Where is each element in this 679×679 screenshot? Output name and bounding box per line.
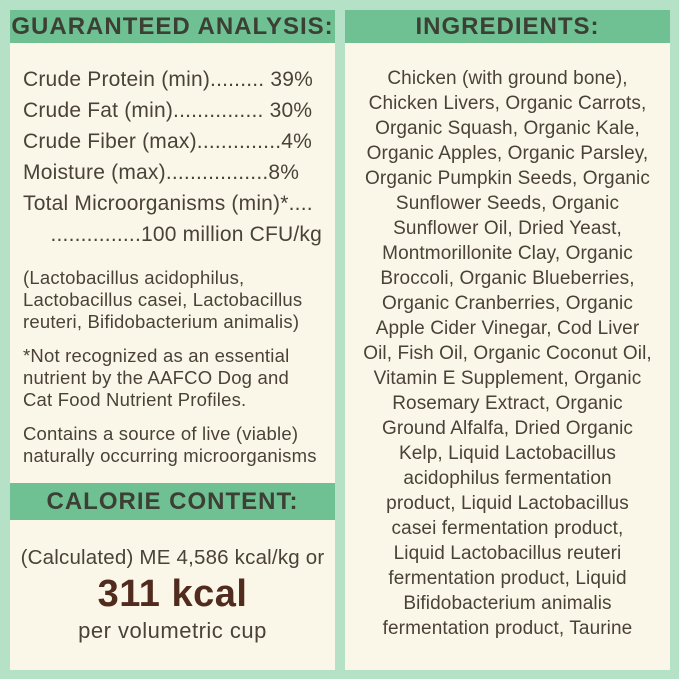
guaranteed-analysis-header: GUARANTEED ANALYSIS: — [10, 10, 335, 43]
analysis-row-crude-fiber: Crude Fiber (max)..............4% — [23, 126, 322, 157]
analysis-content: Crude Protein (min)......... 39% Crude F… — [10, 43, 335, 467]
calorie-content-header: CALORIE CONTENT: — [10, 483, 335, 520]
analysis-row-cfu-continuation: ...............100 million CFU/kg — [23, 219, 322, 250]
analysis-table: Crude Protein (min)......... 39% Crude F… — [23, 64, 322, 250]
row-leader-dots: ............... — [50, 223, 141, 246]
row-label: Crude Fat (min) — [23, 99, 174, 122]
guaranteed-analysis-header-label: GUARANTEED ANALYSIS: — [11, 12, 334, 40]
kcal-value: 311 kcal — [97, 573, 248, 615]
row-leader-dots: ............... — [173, 99, 264, 122]
row-leader-dots: .............. — [196, 130, 282, 153]
probiotics-note: (Lactobacillus acidophilus, Lactobacillu… — [23, 267, 303, 332]
analysis-row-moisture: Moisture (max).................8% — [23, 157, 322, 188]
row-leader-dots: .... — [288, 192, 313, 215]
row-label: Moisture (max) — [23, 161, 166, 184]
live-microorganisms-note: Contains a source of live (viable) natur… — [23, 423, 317, 466]
row-leader-dots: ......... — [210, 68, 265, 91]
row-label: Crude Protein (min) — [23, 68, 211, 91]
calorie-calculated-line: (Calculated) ME 4,586 kcal/kg or — [20, 546, 325, 569]
ingredients-header-label: INGREDIENTS: — [415, 12, 600, 40]
row-leader-dots: ................. — [165, 161, 269, 184]
row-value: 100 million CFU/kg — [141, 223, 322, 246]
ingredients-list: Chicken (with ground bone), Chicken Live… — [363, 68, 652, 639]
kcal-per-cup-line: per volumetric cup — [78, 618, 267, 643]
analysis-row-total-microorganisms: Total Microorganisms (min)*.... — [23, 188, 322, 219]
calorie-content-header-label: CALORIE CONTENT: — [46, 487, 299, 515]
row-value: 39% — [264, 68, 314, 91]
analysis-row-crude-fat: Crude Fat (min)............... 30% — [23, 95, 322, 126]
aafco-footnote: *Not recognized as an essential nutrient… — [23, 345, 290, 410]
row-value: 4% — [281, 130, 313, 153]
row-value: 30% — [263, 99, 313, 122]
guaranteed-analysis-panel: GUARANTEED ANALYSIS: Crude Protein (min)… — [10, 10, 335, 670]
analysis-row-crude-protein: Crude Protein (min)......... 39% — [23, 64, 322, 95]
calorie-content-section: (Calculated) ME 4,586 kcal/kg or 311 kca… — [10, 520, 335, 646]
ingredients-header: INGREDIENTS: — [345, 10, 670, 43]
row-label: Total Microorganisms (min)* — [23, 192, 289, 215]
row-value: 8% — [268, 161, 300, 184]
ingredients-panel: INGREDIENTS: Chicken (with ground bone),… — [345, 10, 670, 670]
row-label: Crude Fiber (max) — [23, 130, 197, 153]
